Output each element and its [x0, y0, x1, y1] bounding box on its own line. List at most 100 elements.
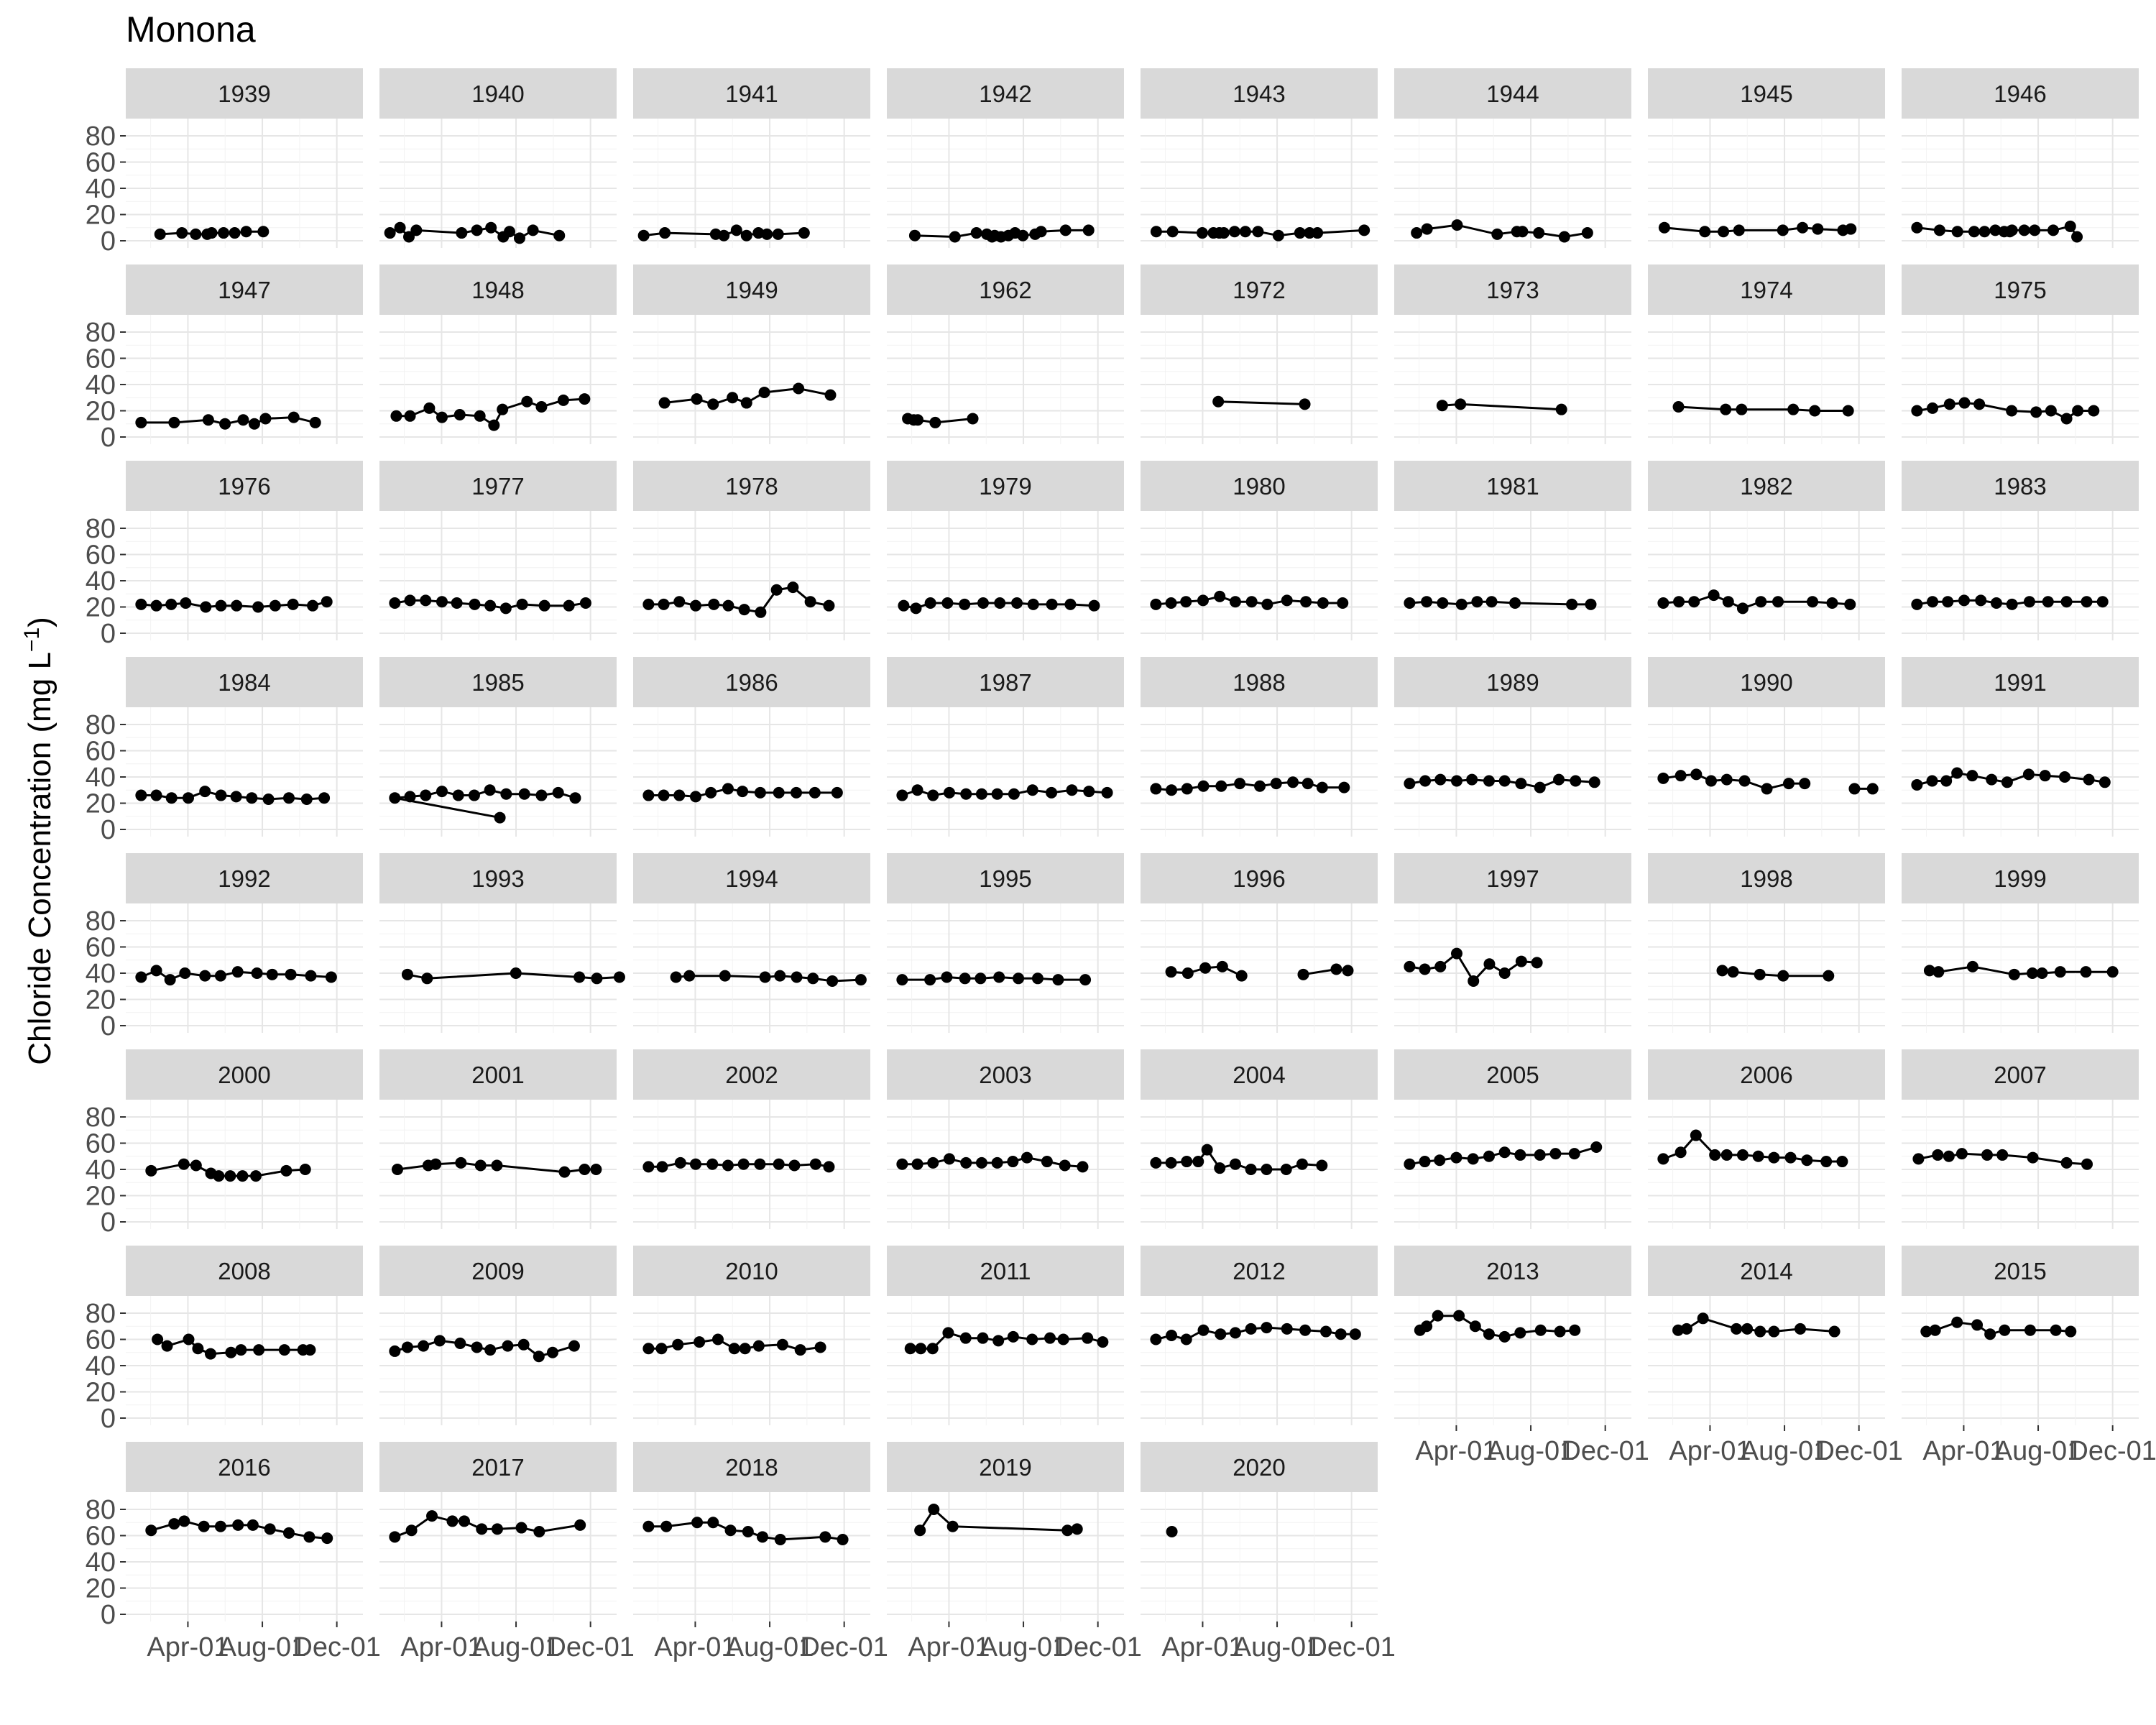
- data-point: [1569, 1324, 1581, 1336]
- data-point: [1927, 402, 1939, 414]
- data-point: [1181, 783, 1193, 795]
- data-point: [2001, 776, 2013, 788]
- data-point: [394, 221, 406, 234]
- data-point: [225, 1346, 237, 1358]
- data-point: [689, 599, 701, 612]
- panel-1991: 1991: [1902, 657, 2139, 837]
- data-point: [452, 789, 464, 801]
- panel-strip: [126, 461, 363, 511]
- data-point: [1021, 1151, 1033, 1164]
- data-point: [689, 1158, 701, 1170]
- data-point: [278, 1344, 290, 1356]
- panel-1979: 1979: [887, 461, 1124, 640]
- panel-strip-label: 2015: [1994, 1258, 2046, 1284]
- data-point: [1727, 966, 1739, 978]
- data-point: [485, 221, 497, 234]
- panel-strip-label: 1981: [1486, 473, 1539, 500]
- data-point: [754, 1158, 766, 1170]
- data-point: [218, 227, 230, 239]
- panel-background: [379, 903, 617, 1033]
- panel-strip: [633, 657, 870, 707]
- data-point: [1031, 972, 1044, 985]
- data-point: [1150, 783, 1162, 795]
- panel-1945: 1945: [1648, 68, 1885, 248]
- data-point: [538, 599, 550, 612]
- data-point: [1057, 1333, 1069, 1346]
- data-point: [1453, 1310, 1465, 1322]
- y-axis-title: Chloride Concentration (mg L−1): [20, 617, 57, 1065]
- data-point: [1052, 974, 1064, 986]
- data-point: [1455, 398, 1467, 410]
- data-point: [991, 788, 1003, 800]
- data-point: [728, 1343, 740, 1355]
- data-point: [1709, 1149, 1721, 1161]
- data-point: [1570, 775, 1582, 787]
- data-point: [2030, 406, 2042, 418]
- panel-background: [379, 1492, 617, 1622]
- data-point: [1434, 773, 1447, 786]
- data-point: [992, 1335, 1005, 1347]
- data-point: [1434, 960, 1447, 972]
- data-point: [200, 601, 212, 613]
- panel-strip: [1394, 461, 1631, 511]
- panel-strip-label: 1984: [218, 669, 270, 696]
- data-point: [521, 395, 533, 408]
- data-point: [737, 786, 749, 798]
- data-point: [150, 599, 162, 612]
- data-point: [1083, 786, 1095, 798]
- panel-strip: [1141, 1246, 1378, 1296]
- data-point: [1234, 778, 1246, 790]
- data-point: [176, 227, 188, 239]
- data-point: [535, 789, 548, 801]
- x-tick-label: Dec-01: [1815, 1436, 1903, 1466]
- panel-strip: [633, 1049, 870, 1100]
- data-point: [1337, 597, 1349, 610]
- data-point: [1300, 596, 1312, 608]
- data-point: [1741, 1322, 1754, 1335]
- data-point: [991, 1156, 1003, 1169]
- data-point: [182, 792, 194, 804]
- data-point: [1797, 221, 1809, 234]
- data-point: [2071, 231, 2083, 243]
- data-point: [1254, 780, 1266, 792]
- data-point: [1436, 400, 1448, 412]
- data-point: [1035, 226, 1047, 238]
- data-point: [1657, 772, 1669, 784]
- data-point: [1330, 963, 1342, 975]
- y-tick-label: 0: [101, 226, 116, 257]
- panel-1942: 1942: [887, 68, 1124, 248]
- panel-strip-label: 2001: [471, 1062, 524, 1088]
- panel-background: [1394, 1296, 1631, 1425]
- data-point: [2036, 967, 2048, 979]
- data-point: [1498, 967, 1511, 979]
- data-point: [1419, 1156, 1431, 1168]
- data-point: [1082, 1332, 1094, 1344]
- x-tick-label: Apr-01: [908, 1632, 990, 1662]
- data-point: [1755, 596, 1767, 608]
- panel-1986: 1986: [633, 657, 870, 837]
- data-point: [1471, 596, 1483, 608]
- data-point: [1287, 776, 1299, 788]
- data-point: [135, 598, 147, 610]
- data-point: [705, 786, 717, 799]
- data-point: [1754, 968, 1766, 980]
- y-tick-label: 80: [86, 514, 116, 544]
- data-point: [1951, 767, 1963, 779]
- data-point: [1071, 1523, 1083, 1535]
- panel-background: [379, 511, 617, 640]
- y-tick-label: 80: [86, 1299, 116, 1329]
- y-tick-label: 0: [101, 1208, 116, 1238]
- panel-strip: [633, 1442, 870, 1492]
- data-point: [287, 598, 299, 610]
- data-point: [1166, 1330, 1178, 1342]
- panel-strip-label: 1943: [1233, 80, 1285, 107]
- data-point: [927, 1156, 939, 1169]
- y-tick-label: 20: [86, 397, 116, 427]
- y-tick-label: 60: [86, 1325, 116, 1356]
- panel-background: [126, 707, 363, 837]
- panel-strip-label: 1985: [471, 669, 524, 696]
- data-point: [1911, 221, 1923, 234]
- data-point: [1807, 596, 1819, 608]
- data-point: [488, 419, 500, 431]
